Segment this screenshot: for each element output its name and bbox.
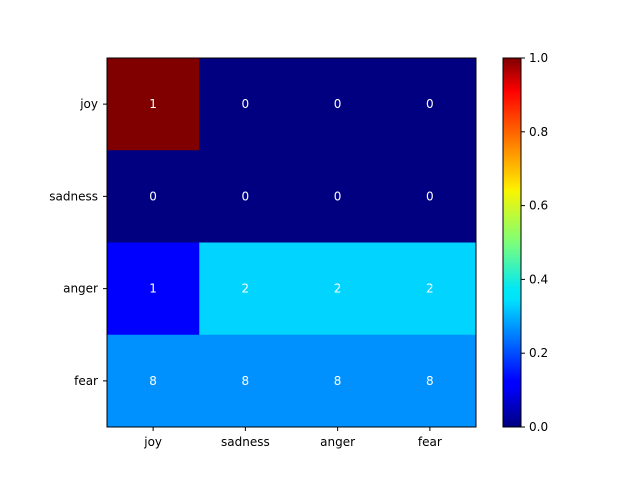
heatmap-cell-anger-anger [291, 242, 385, 336]
heatmap-cell-joy-joy [107, 58, 200, 151]
heatmap-cell-label: 8 [242, 374, 250, 388]
heatmap-cell-anger-joy [107, 242, 200, 336]
heatmap-cell-label: 0 [149, 189, 157, 203]
heatmap-cells [107, 58, 477, 428]
heatmap-cell-label: 0 [242, 97, 250, 111]
y-tick-label: fear [74, 374, 98, 388]
heatmap-cell-anger-sadness [199, 242, 292, 336]
heatmap-cell-joy-fear [383, 58, 477, 151]
heatmap-cell-sadness-sadness [199, 150, 292, 243]
heatmap-cell-joy-anger [291, 58, 385, 151]
colorbar-tick-label: 0.4 [529, 272, 548, 286]
heatmap-cell-joy-sadness [199, 58, 292, 151]
heatmap-cell-label: 0 [334, 97, 342, 111]
heatmap-cell-fear-joy [107, 334, 200, 428]
heatmap-cell-label: 8 [149, 374, 157, 388]
heatmap-cell-fear-anger [291, 334, 385, 428]
heatmap-cell-label: 1 [149, 282, 157, 296]
x-tick-label: joy [143, 435, 162, 449]
heatmap-cell-label: 2 [242, 282, 250, 296]
heatmap-axes: joy sadness anger fear joy sadness anger fear [49, 57, 477, 449]
heatmap-cell-labels: 1 0 0 0 0 0 0 0 1 2 2 2 8 8 8 8 [149, 97, 433, 388]
heatmap-cell-sadness-joy [107, 150, 200, 243]
heatmap-cell-label: 2 [334, 282, 342, 296]
heatmap-cell-label: 1 [149, 97, 157, 111]
x-tick-label: fear [418, 435, 442, 449]
heatmap-cell-sadness-anger [291, 150, 385, 243]
heatmap-cell-fear-sadness [199, 334, 292, 428]
heatmap-cell-label: 2 [426, 282, 434, 296]
x-tick-label: sadness [221, 435, 270, 449]
colorbar-gradient [502, 57, 522, 428]
y-tick-label: sadness [49, 189, 98, 203]
colorbar-tick-label: 0.0 [529, 420, 548, 434]
y-tick-label: joy [79, 97, 98, 111]
colorbar-tick-label: 0.2 [529, 346, 548, 360]
colorbar-tick-label: 0.8 [529, 125, 548, 139]
colorbar-tick-label: 0.6 [529, 199, 548, 213]
heatmap-cell-label: 0 [334, 189, 342, 203]
y-tick-label: anger [63, 282, 98, 296]
colorbar: 0.0 0.2 0.4 0.6 0.8 1.0 [502, 51, 548, 434]
heatmap-cell-anger-fear [383, 242, 477, 336]
colorbar-tick-label: 1.0 [529, 51, 548, 65]
heatmap-cell-fear-fear [383, 334, 477, 428]
heatmap-cell-label: 8 [426, 374, 434, 388]
heatmap-cell-sadness-fear [383, 150, 477, 243]
heatmap-cell-label: 0 [426, 189, 434, 203]
axes-frame [106, 57, 477, 428]
x-tick-label: anger [320, 435, 355, 449]
heatmap-cell-label: 0 [426, 97, 434, 111]
heatmap-cell-label: 0 [242, 189, 250, 203]
heatmap-cell-label: 8 [334, 374, 342, 388]
